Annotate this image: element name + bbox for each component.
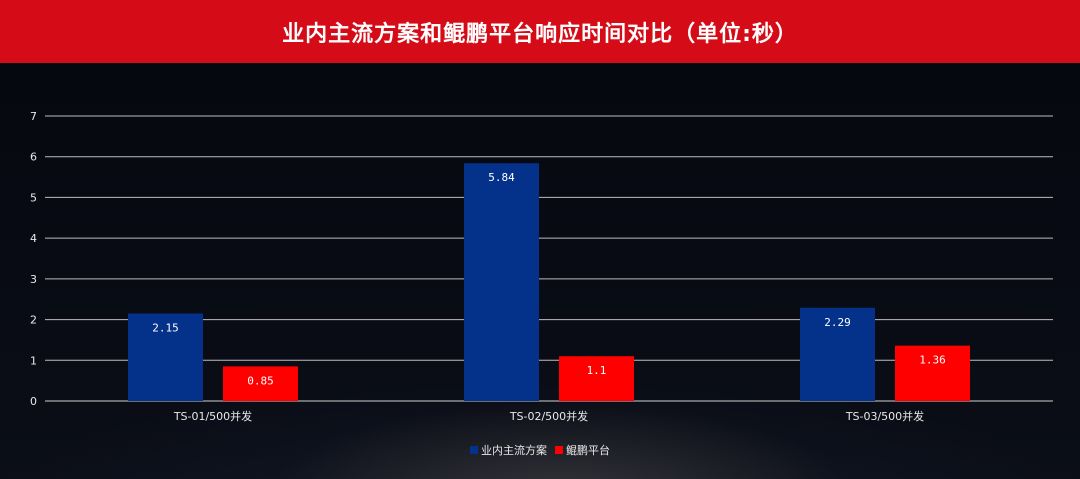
legend-swatch-series-1	[470, 446, 478, 454]
bar	[559, 356, 634, 401]
legend-item-series-1: 业内主流方案	[470, 442, 547, 458]
legend-item-series-2: 鲲鹏平台	[555, 442, 610, 458]
bar	[128, 313, 203, 401]
legend-label-series-2: 鲲鹏平台	[566, 444, 610, 457]
data-label: 5.84	[488, 171, 515, 184]
y-tick-label: 5	[30, 191, 37, 204]
y-tick-label: 7	[30, 110, 37, 123]
y-tick-label: 0	[30, 395, 37, 408]
bar	[464, 163, 539, 401]
data-label: 1.36	[919, 354, 946, 367]
x-category-label: TS-01/500并发	[173, 409, 252, 423]
y-tick-label: 6	[30, 151, 37, 164]
data-label: 0.85	[247, 374, 274, 387]
data-label: 1.1	[587, 364, 607, 377]
legend-label-series-1: 业内主流方案	[481, 444, 547, 457]
x-category-label: TS-02/500并发	[509, 409, 588, 423]
data-label: 2.29	[824, 316, 851, 329]
y-tick-label: 3	[30, 273, 37, 286]
bar	[895, 345, 970, 401]
data-label: 2.15	[152, 321, 179, 334]
legend: 业内主流方案 鲲鹏平台	[0, 442, 1080, 458]
bar	[223, 366, 298, 401]
y-tick-label: 1	[30, 354, 37, 367]
title-bar: 业内主流方案和鲲鹏平台响应时间对比（单位:秒）	[0, 0, 1080, 63]
legend-swatch-series-2	[555, 446, 563, 454]
bar	[800, 307, 875, 401]
y-tick-label: 4	[30, 232, 37, 245]
y-tick-label: 2	[30, 314, 37, 327]
x-category-label: TS-03/500并发	[845, 409, 924, 423]
chart-title: 业内主流方案和鲲鹏平台响应时间对比（单位:秒）	[282, 21, 798, 47]
